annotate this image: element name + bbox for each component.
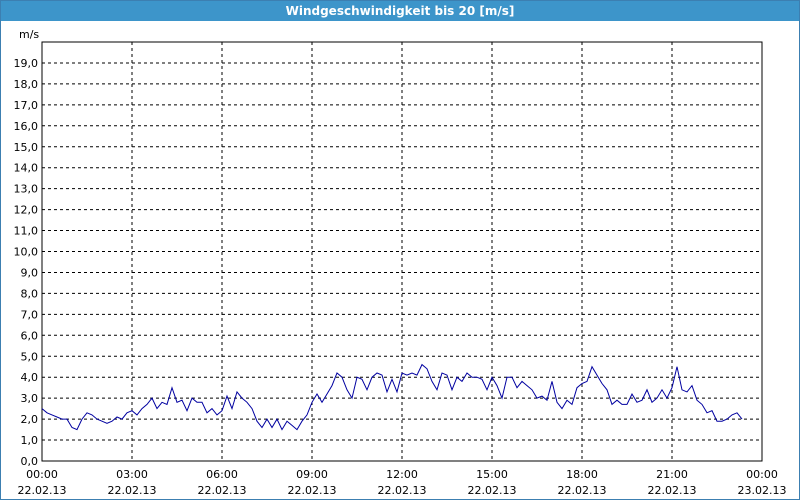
x-tick-time-label: 09:00 (296, 468, 328, 481)
x-tick-time-label: 03:00 (116, 468, 148, 481)
y-tick-label: 8,0 (21, 287, 39, 300)
y-tick-label: 19,0 (14, 57, 39, 70)
y-tick-label: 17,0 (14, 99, 39, 112)
y-tick-label: 3,0 (21, 392, 39, 405)
x-tick-date-label: 22.02.13 (288, 484, 337, 497)
y-axis-label: m/s (19, 28, 39, 41)
y-tick-label: 6,0 (21, 329, 39, 342)
y-tick-label: 9,0 (21, 266, 39, 279)
x-tick-date-label: 22.02.13 (468, 484, 517, 497)
x-tick-date-label: 22.02.13 (378, 484, 427, 497)
y-tick-label: 1,0 (21, 434, 39, 447)
x-tick-time-label: 15:00 (476, 468, 508, 481)
y-tick-label: 11,0 (14, 225, 39, 238)
y-tick-label: 10,0 (14, 246, 39, 259)
y-tick-label: 5,0 (21, 350, 39, 363)
window-title: Windgeschwindigkeit bis 20 [m/s] (1, 1, 799, 21)
y-tick-label: 0,0 (21, 455, 39, 468)
x-tick-date-label: 23.02.13 (738, 484, 787, 497)
y-tick-label: 4,0 (21, 371, 39, 384)
x-tick-time-label: 00:00 (26, 468, 58, 481)
x-tick-date-label: 22.02.13 (198, 484, 247, 497)
x-tick-time-label: 12:00 (386, 468, 418, 481)
y-tick-label: 7,0 (21, 308, 39, 321)
y-tick-label: 12,0 (14, 204, 39, 217)
y-tick-label: 18,0 (14, 78, 39, 91)
y-tick-label: 15,0 (14, 141, 39, 154)
y-tick-label: 13,0 (14, 183, 39, 196)
x-tick-time-label: 06:00 (206, 468, 238, 481)
x-tick-date-label: 22.02.13 (108, 484, 157, 497)
series-line-wind-speed (41, 363, 743, 431)
y-tick-label: 14,0 (14, 162, 39, 175)
x-tick-date-label: 22.02.13 (648, 484, 697, 497)
y-tick-label: 16,0 (14, 120, 39, 133)
y-tick-label: 2,0 (21, 413, 39, 426)
x-tick-date-label: 22.02.13 (18, 484, 67, 497)
x-tick-time-label: 21:00 (656, 468, 688, 481)
x-tick-time-label: 18:00 (566, 468, 598, 481)
wind-speed-chart: 0,0 1,0 2,0 3,0 4,0 5,0 6,0 7,0 8,0 9,0 10,0 11,0 12… (14, 28, 787, 497)
x-tick-time-label: 00:00 (746, 468, 778, 481)
x-tick-date-label: 22.02.13 (558, 484, 607, 497)
